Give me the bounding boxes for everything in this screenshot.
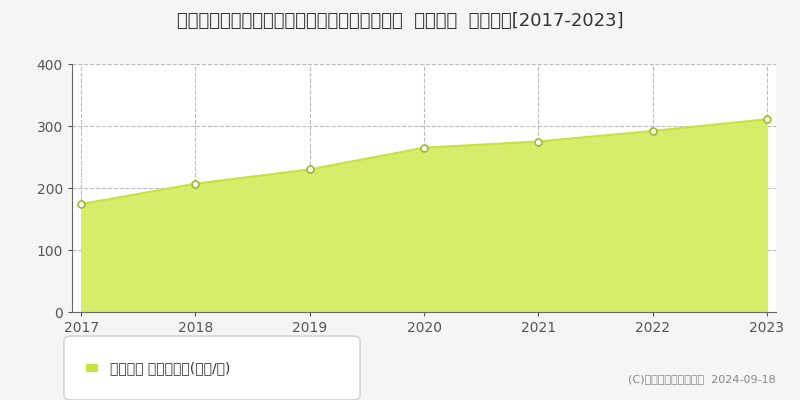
Text: 北海道札幌市中央区大通西１８丁目１番２９外  公示地価  地価推移[2017-2023]: 北海道札幌市中央区大通西１８丁目１番２９外 公示地価 地価推移[2017-202… <box>177 12 623 30</box>
Point <box>189 180 202 187</box>
Point <box>532 138 545 145</box>
Text: (C)土地価格ドットコム  2024-09-18: (C)土地価格ドットコム 2024-09-18 <box>628 374 776 384</box>
Point <box>74 201 87 207</box>
Point <box>761 116 774 122</box>
Point <box>646 128 659 134</box>
Point <box>418 144 430 151</box>
Point <box>303 166 316 173</box>
Text: 公示地価 平均坪単価(万円/坪): 公示地価 平均坪単価(万円/坪) <box>110 361 230 375</box>
